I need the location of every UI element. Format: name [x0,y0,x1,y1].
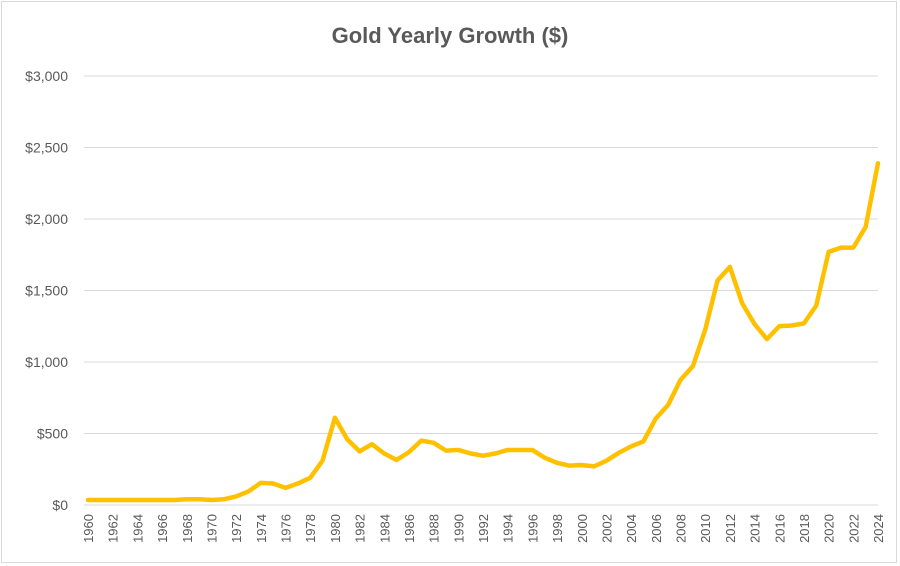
x-tick-label: 1990 [451,514,466,543]
gridlines [84,75,878,506]
x-tick-label: 1966 [155,514,170,543]
y-tick-label: $3,000 [25,68,68,84]
x-tick-label: 1994 [501,514,516,543]
x-tick-label: 1984 [377,514,392,543]
x-tick-label: 2018 [797,514,812,543]
x-tick-label: 1988 [427,514,442,543]
x-tick-label: 2000 [575,514,590,543]
x-tick-label: 1978 [303,514,318,543]
x-tick-label: 2012 [723,514,738,543]
x-tick-label: 2002 [599,514,614,543]
x-tick-label: 1992 [476,514,491,543]
x-tick-label: 1980 [328,514,343,543]
x-tick-label: 1996 [525,514,540,543]
x-tick-label: 1962 [106,514,121,543]
y-tick-label: $2,000 [25,211,68,227]
x-tick-label: 1982 [353,514,368,543]
x-tick-label: 2006 [649,514,664,543]
x-tick-label: 1976 [279,514,294,543]
x-tick-label: 2010 [698,514,713,543]
x-tick-label: 1964 [130,514,145,543]
x-tick-label: 1960 [81,514,96,543]
y-tick-label: $2,500 [25,140,68,156]
x-tick-label: 1972 [229,514,244,543]
x-tick-label: 1986 [402,514,417,543]
x-tick-label: 2014 [748,514,763,543]
x-tick-label: 2004 [624,514,639,543]
x-tick-label: 2024 [871,514,886,543]
chart-title: Gold Yearly Growth ($) [332,23,569,48]
y-tick-label: $500 [37,426,68,442]
x-axis-labels: 1960 1962 1964 1966 1968 1970 1972 1974 1976 1978… [81,514,886,543]
y-tick-label: $0 [52,497,68,513]
series-layer [85,160,881,503]
y-tick-label: $1,000 [25,354,68,370]
x-tick-label: 1974 [254,514,269,543]
x-tick-label: 2020 [822,514,837,543]
x-tick-label: 1968 [180,514,195,543]
x-tick-label: 2022 [846,514,861,543]
y-axis-labels: $0 $500 $1,000 $1,500 $2,000 $2,500 $3,000 [25,68,68,513]
x-tick-label: 2008 [674,514,689,543]
x-tick-label: 1970 [204,514,219,543]
y-tick-label: $1,500 [25,283,68,299]
x-tick-label: 2016 [772,514,787,543]
x-tick-label: 1998 [550,514,565,543]
series-line-gold-price [85,160,881,503]
